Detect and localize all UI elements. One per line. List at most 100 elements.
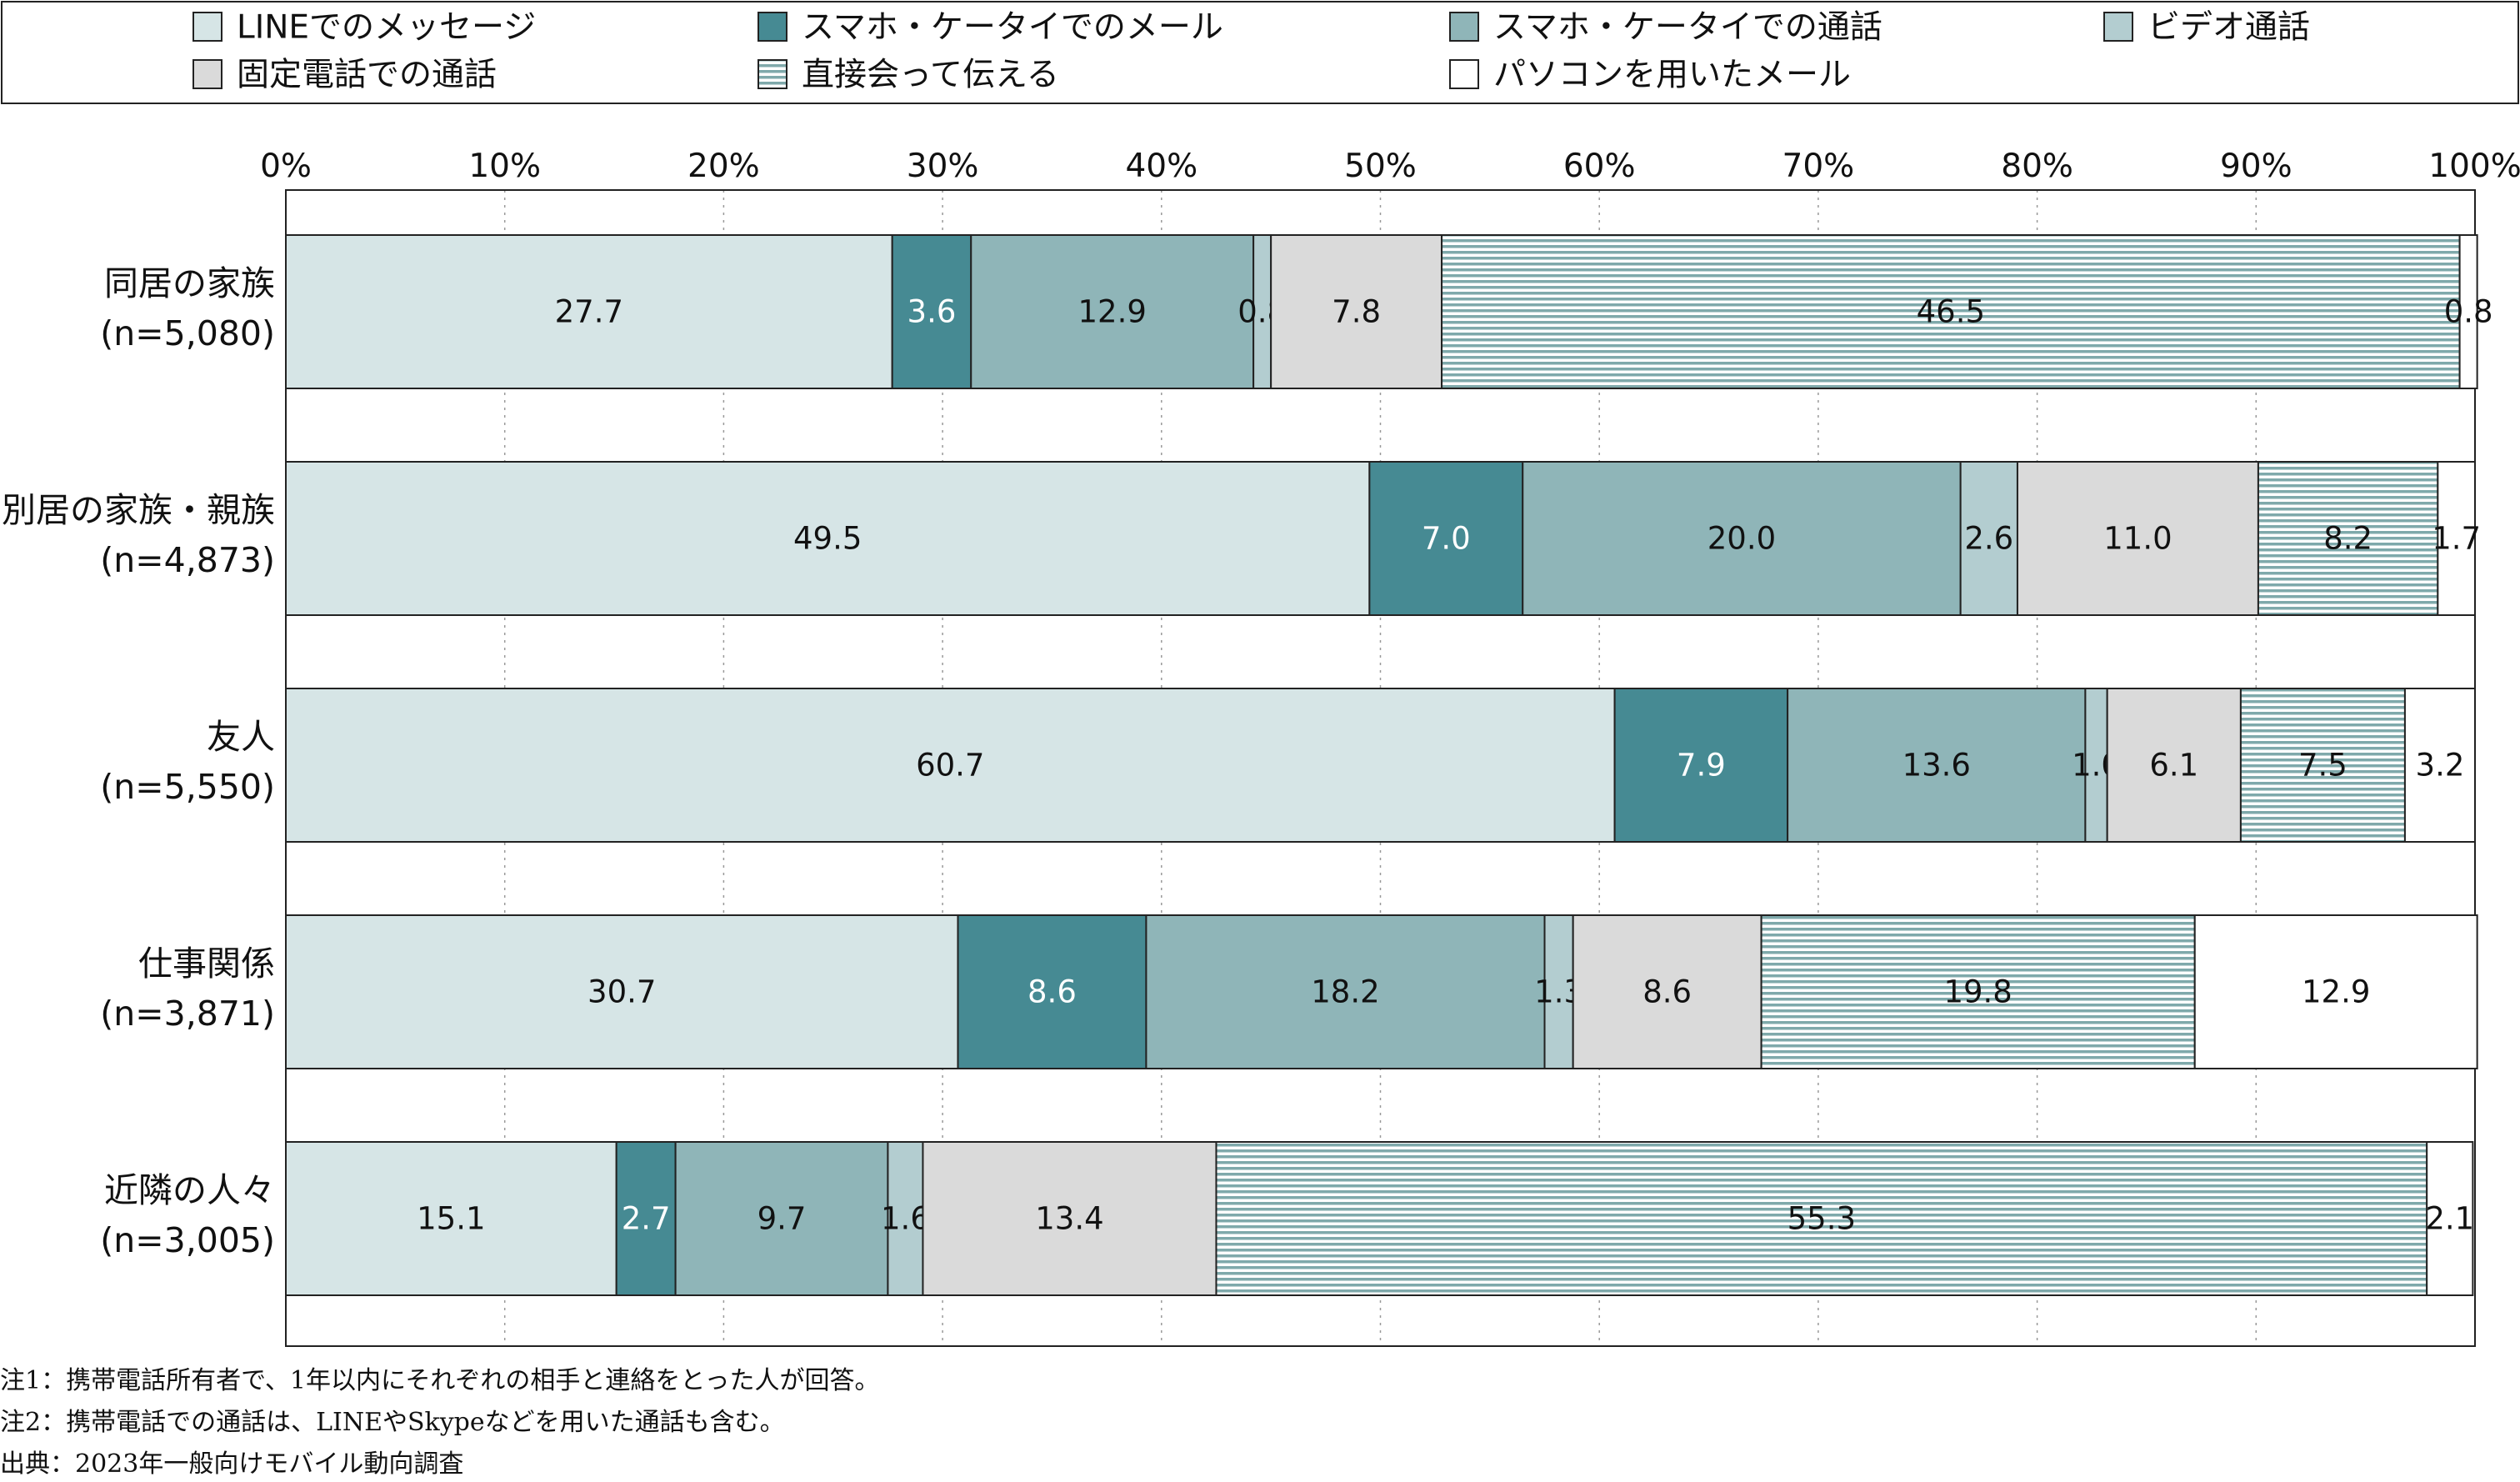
x-tick-label: 0% <box>260 148 312 185</box>
x-tick-label: 80% <box>2001 148 2073 185</box>
category-label: 友人 <box>207 717 275 757</box>
data-label: 55.3 <box>1788 1201 1856 1237</box>
bar-row: 30.7 8.6 18.2 1.3 8.6 19.8 12.9 <box>285 914 2478 1069</box>
bar-segment <box>1441 234 2461 389</box>
bar-segment <box>922 1141 1218 1296</box>
bar-segment <box>2458 234 2478 389</box>
bar-segment <box>2403 688 2477 843</box>
x-tick-label: 40% <box>1125 148 1198 185</box>
data-label: 13.6 <box>1902 748 1971 784</box>
notes: 注1：携帯電話所有者で、1年以内にそれぞれの相手と連絡をとった人が回答。 注2：… <box>0 1366 879 1479</box>
bar-segment <box>891 234 972 389</box>
bar-segment <box>2426 1141 2474 1296</box>
legend-label: パソコンを用いたメール <box>1493 57 1851 94</box>
bar-segment <box>2193 914 2478 1069</box>
bar-segment <box>970 234 1255 389</box>
legend-label: LINEでのメッセージ <box>237 9 536 47</box>
bar-segment <box>2239 688 2406 843</box>
data-label: 7.9 <box>1677 748 1726 784</box>
bar-segment <box>2257 461 2439 616</box>
data-label: 20.0 <box>1708 521 1776 557</box>
data-label: 12.9 <box>1078 294 1146 330</box>
bar-segment <box>957 914 1148 1069</box>
data-label: 3.6 <box>908 294 957 330</box>
data-label: 1.7 <box>2432 521 2481 557</box>
data-label: 27.7 <box>555 294 623 330</box>
bar-segment <box>1613 688 1789 843</box>
bars: 27.7 3.6 12.9 0.8 7.8 46.5 0.849.5 7.0 20.0 2.6 11… <box>285 234 2493 1296</box>
legend-swatch <box>192 12 222 42</box>
x-tick-label: 60% <box>1563 148 1636 185</box>
legend-label: 固定電話での通話 <box>237 57 497 94</box>
category-n-label: (n=5,550) <box>100 767 275 807</box>
note-1: 注1：携帯電話所有者で、1年以内にそれぞれの相手と連絡をとった人が回答。 <box>0 1366 879 1395</box>
legend-frame <box>1 1 2519 104</box>
bar-segment <box>1959 461 2018 616</box>
legend-label: スマホ・ケータイでのメール <box>802 9 1223 47</box>
data-label: 6.1 <box>2149 748 2198 784</box>
data-label: 60.7 <box>916 748 984 784</box>
bar-segment <box>1215 1141 2428 1296</box>
bar-segment <box>1572 914 1762 1069</box>
category-label: 近隣の人々 <box>104 1170 275 1210</box>
data-label: 3.2 <box>2416 748 2465 784</box>
legend-swatch <box>758 12 788 42</box>
x-tick-label: 100% <box>2428 148 2520 185</box>
data-label: 8.6 <box>1642 974 1692 1010</box>
bar-segment <box>285 914 959 1069</box>
data-label: 11.0 <box>2103 521 2172 557</box>
bar-segment <box>1522 461 1962 616</box>
bar-segment <box>1145 914 1546 1069</box>
x-axis: 0% 10% 20% 30% 40% 50% 60% 70% 80% 90% 100% <box>260 148 2520 185</box>
bar-segment <box>1270 234 1443 389</box>
category-n-label: (n=3,871) <box>100 994 275 1034</box>
legend-label: 直接会って伝える <box>802 57 1059 94</box>
legend-swatch <box>1449 12 1479 42</box>
data-label: 2.6 <box>1964 521 2013 557</box>
data-label: 8.2 <box>2323 521 2372 557</box>
x-tick-label: 50% <box>1344 148 1417 185</box>
data-label: 0.8 <box>2444 294 2493 330</box>
bar-segment <box>1760 914 2196 1069</box>
data-label: 30.7 <box>588 974 656 1010</box>
category-n-label: (n=5,080) <box>100 313 275 353</box>
data-label: 2.1 <box>2425 1201 2474 1237</box>
bar-row: 49.5 7.0 20.0 2.6 11.0 8.2 1.7 <box>285 461 2481 616</box>
data-label: 13.4 <box>1035 1201 1103 1237</box>
x-tick-label: 90% <box>2220 148 2292 185</box>
category-label: 別居の家族・親族 <box>2 490 275 530</box>
bar-segment <box>1787 688 2087 843</box>
bar-segment <box>285 461 1371 616</box>
data-label: 46.5 <box>1917 294 1985 330</box>
data-label: 9.7 <box>758 1201 807 1237</box>
x-tick-label: 10% <box>468 148 541 185</box>
data-label: 19.8 <box>1943 974 2012 1010</box>
legend-swatch <box>758 59 788 89</box>
source-note: 出典：2023年一般向けモバイル動向調査 <box>0 1449 463 1479</box>
x-tick-label: 70% <box>1782 148 1855 185</box>
data-label: 1.6 <box>881 1201 930 1237</box>
legend-swatch <box>192 59 222 89</box>
x-tick-label: 30% <box>907 148 979 185</box>
bar-row: 15.1 2.7 9.7 1.6 13.4 55.3 2.1 <box>285 1141 2474 1296</box>
legend-label: スマホ・ケータイでの通話 <box>1493 9 1882 47</box>
data-label: 49.5 <box>793 521 862 557</box>
legend-label: ビデオ通話 <box>2148 9 2310 47</box>
category-labels: 同居の家族 (n=5,080) 別居の家族・親族 (n=4,873) 友人 (n=5,55… <box>2 263 275 1260</box>
data-label: 18.2 <box>1311 974 1379 1010</box>
bar-row: 27.7 3.6 12.9 0.8 7.8 46.5 0.8 <box>285 234 2493 389</box>
legend-swatch <box>1449 59 1479 89</box>
data-label: 2.7 <box>622 1201 671 1237</box>
bar-segment <box>285 1141 618 1296</box>
bar-segment <box>2084 688 2108 843</box>
legend: LINEでのメッセージ スマホ・ケータイでのメール スマホ・ケータイでの通話 ビデオ通… <box>1 1 2519 104</box>
x-tick-label: 20% <box>688 148 760 185</box>
data-label: 8.6 <box>1028 974 1077 1010</box>
bar-segment <box>1368 461 1524 616</box>
category-label: 同居の家族 <box>104 263 275 303</box>
category-n-label: (n=4,873) <box>100 540 275 580</box>
data-label: 7.8 <box>1332 294 1381 330</box>
data-label: 15.1 <box>417 1201 485 1237</box>
bar-segment <box>285 688 1616 843</box>
